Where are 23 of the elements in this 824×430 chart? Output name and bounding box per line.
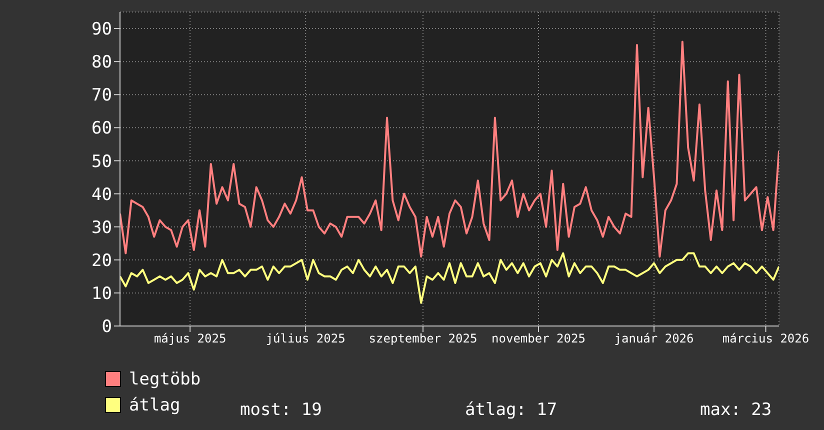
y-tick-label: 10 bbox=[92, 284, 112, 304]
y-tick-label: 0 bbox=[102, 317, 112, 338]
y-tick-label: 50 bbox=[92, 152, 112, 172]
x-tick-label: május 2025 bbox=[154, 332, 226, 346]
text: max: 23 bbox=[700, 400, 772, 420]
x-tick-label: január 2026 bbox=[614, 332, 694, 346]
line-series bbox=[120, 252, 779, 304]
text: átlag: 17 bbox=[465, 400, 558, 420]
x-tick-label: március 2026 bbox=[722, 332, 810, 346]
y-tick-label: 80 bbox=[92, 52, 112, 73]
x-tick-label: november 2025 bbox=[492, 332, 586, 346]
legend-label: legtöbb bbox=[129, 369, 201, 390]
line-series bbox=[120, 40, 779, 258]
y-tick-label: 20 bbox=[92, 250, 112, 271]
y-tick-label: 90 bbox=[92, 20, 112, 40]
legend-label: átlag bbox=[129, 395, 180, 416]
text: most: 19 bbox=[240, 400, 322, 420]
y-tick-label: 30 bbox=[92, 218, 112, 238]
y-tick-label: 40 bbox=[92, 184, 112, 205]
x-tick-label: július 2025 bbox=[266, 332, 346, 346]
x-tick-label: szeptember 2025 bbox=[368, 332, 478, 346]
y-tick-label: 70 bbox=[92, 86, 112, 106]
y-tick-label: 60 bbox=[92, 118, 112, 139]
